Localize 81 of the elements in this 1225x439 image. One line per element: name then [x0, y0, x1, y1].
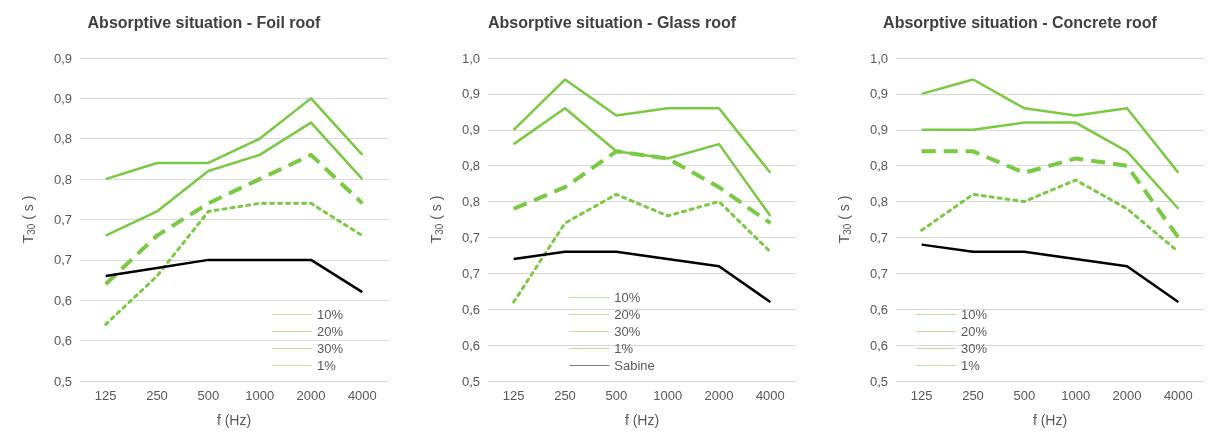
- x-tick-label: 1000: [245, 388, 275, 403]
- line-series: [104, 258, 364, 294]
- x-axis-title: f (Hz): [1032, 412, 1068, 428]
- y-tick-label: 0,6: [461, 301, 480, 317]
- legend-label: 10%: [316, 307, 344, 322]
- legend-label: Sabine: [614, 358, 655, 373]
- y-tick-label: 0,8: [869, 158, 888, 174]
- y-tick-label: 0,7: [869, 265, 888, 281]
- x-tick-label: 4000: [347, 388, 377, 403]
- x-tick-label: 125: [94, 388, 117, 403]
- x-tick-label: 250: [554, 388, 576, 403]
- y-tick-label: 0,9: [53, 50, 72, 66]
- x-axis-title: f (Hz): [624, 412, 660, 428]
- y-tick-label: 0,5: [869, 373, 888, 389]
- legend-label: 10%: [614, 290, 641, 305]
- x-tick-label: 1000: [1061, 388, 1091, 403]
- y-axis-title: T30 ( s ): [20, 195, 37, 244]
- y-axis-title: T30 ( s ): [428, 195, 445, 244]
- x-tick-label: 250: [146, 388, 168, 403]
- x-tick-label: 500: [1013, 388, 1036, 403]
- line-series: [919, 149, 1181, 240]
- legend-label: 20%: [316, 324, 344, 339]
- chart-title: Absorptive situation - Glass roof: [487, 13, 737, 31]
- x-tick-label: 500: [605, 388, 628, 403]
- y-tick-label: 0,7: [461, 229, 480, 245]
- legend-label: 1%: [316, 358, 337, 373]
- y-axis-title: T30 ( s ): [836, 195, 853, 244]
- x-tick-label: 4000: [755, 388, 785, 403]
- legend-label: 30%: [316, 341, 344, 356]
- legend-label: 1%: [614, 341, 634, 356]
- x-tick-label: 4000: [1163, 388, 1193, 403]
- line-series: [104, 121, 364, 237]
- y-tick-label: 0,8: [53, 171, 72, 187]
- x-tick-label: 250: [962, 388, 984, 403]
- legend-label: 10%: [961, 307, 988, 322]
- x-tick-label: 500: [197, 388, 220, 403]
- y-tick-label: 0,8: [461, 194, 480, 210]
- legend-label: 20%: [614, 307, 641, 322]
- legend-label: 1%: [961, 358, 981, 373]
- y-tick-label: 0,7: [53, 212, 72, 227]
- line-series: [920, 121, 1180, 210]
- legend-label: 30%: [614, 324, 641, 339]
- y-tick-label: 0,6: [53, 333, 72, 349]
- y-tick-label: 0,6: [53, 292, 72, 308]
- line-series: [104, 97, 364, 181]
- y-tick-label: 0,8: [869, 194, 888, 210]
- y-tick-label: 0,8: [461, 158, 480, 174]
- y-tick-label: 0,9: [869, 122, 888, 138]
- y-tick-label: 0,7: [53, 252, 72, 268]
- y-tick-label: 0,6: [869, 337, 888, 353]
- y-tick-label: 0,6: [869, 301, 888, 317]
- y-tick-label: 0,5: [53, 373, 72, 389]
- y-tick-label: 0,9: [53, 90, 72, 106]
- y-tick-label: 1,0: [461, 50, 480, 66]
- line-series: [512, 250, 772, 304]
- y-tick-label: 0,9: [869, 86, 888, 102]
- line-series: [920, 78, 1180, 175]
- x-tick-label: 125: [910, 388, 933, 403]
- legend-label: 20%: [961, 324, 988, 339]
- y-tick-label: 0,8: [53, 131, 72, 147]
- y-tick-label: 0,6: [461, 337, 480, 353]
- y-tick-label: 0,7: [461, 265, 480, 281]
- chart-title: Absorptive situation - Foil roof: [87, 13, 322, 31]
- y-tick-label: 1,0: [869, 50, 888, 66]
- y-tick-label: 0,9: [461, 122, 480, 138]
- y-tick-label: 0,9: [461, 86, 480, 102]
- x-tick-label: 2000: [704, 388, 734, 403]
- chart-title: Absorptive situation - Concrete roof: [883, 13, 1158, 31]
- line-series: [920, 243, 1180, 304]
- y-tick-label: 0,5: [461, 373, 480, 389]
- x-tick-label: 125: [502, 388, 525, 403]
- line-series: [512, 192, 772, 304]
- line-series: [512, 78, 772, 175]
- x-tick-label: 1000: [653, 388, 683, 403]
- x-tick-label: 2000: [296, 388, 326, 403]
- x-axis-title: f (Hz): [216, 412, 252, 428]
- line-series: [104, 201, 364, 326]
- legend-label: 30%: [961, 341, 988, 356]
- x-tick-label: 2000: [1112, 388, 1142, 403]
- line-series: [103, 152, 365, 287]
- y-tick-label: 0,7: [869, 229, 888, 245]
